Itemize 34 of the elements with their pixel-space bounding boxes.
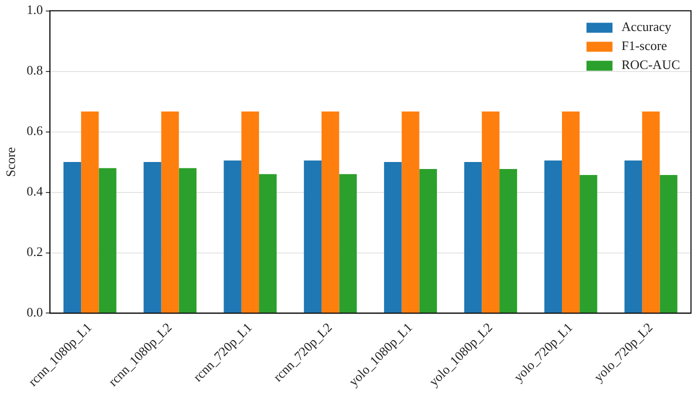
bar [562, 112, 580, 313]
bar [161, 112, 179, 313]
y-axis-title: Score [3, 146, 18, 177]
y-tick-label: 0.4 [26, 184, 44, 199]
bar [580, 175, 598, 313]
bar [384, 162, 402, 313]
y-tick-label: 0.0 [26, 304, 43, 320]
bar [499, 168, 518, 313]
bar [178, 168, 197, 313]
bar [241, 112, 260, 313]
y-tick-label: 1.0 [26, 2, 43, 18]
y-tick-label: 0.6 [26, 123, 44, 138]
bar [63, 162, 82, 313]
legend-label: ROC-AUC [621, 57, 680, 72]
bar [98, 168, 116, 313]
bar [660, 175, 678, 313]
bar [224, 160, 242, 313]
bar [482, 112, 500, 313]
legend-label: Accuracy [621, 19, 672, 34]
bar [419, 168, 437, 313]
bar [642, 112, 660, 313]
bar [624, 160, 642, 313]
bar [144, 162, 162, 313]
bar [304, 160, 322, 313]
bar [81, 112, 99, 313]
bar [544, 160, 562, 313]
bar [339, 174, 357, 313]
bar [322, 112, 340, 313]
y-tick-label: 0.2 [26, 244, 43, 260]
y-tick-label: 0.8 [26, 62, 43, 78]
legend-label: F1-score [621, 38, 668, 54]
bar [402, 112, 420, 313]
bar [259, 174, 277, 313]
bar [464, 162, 482, 313]
